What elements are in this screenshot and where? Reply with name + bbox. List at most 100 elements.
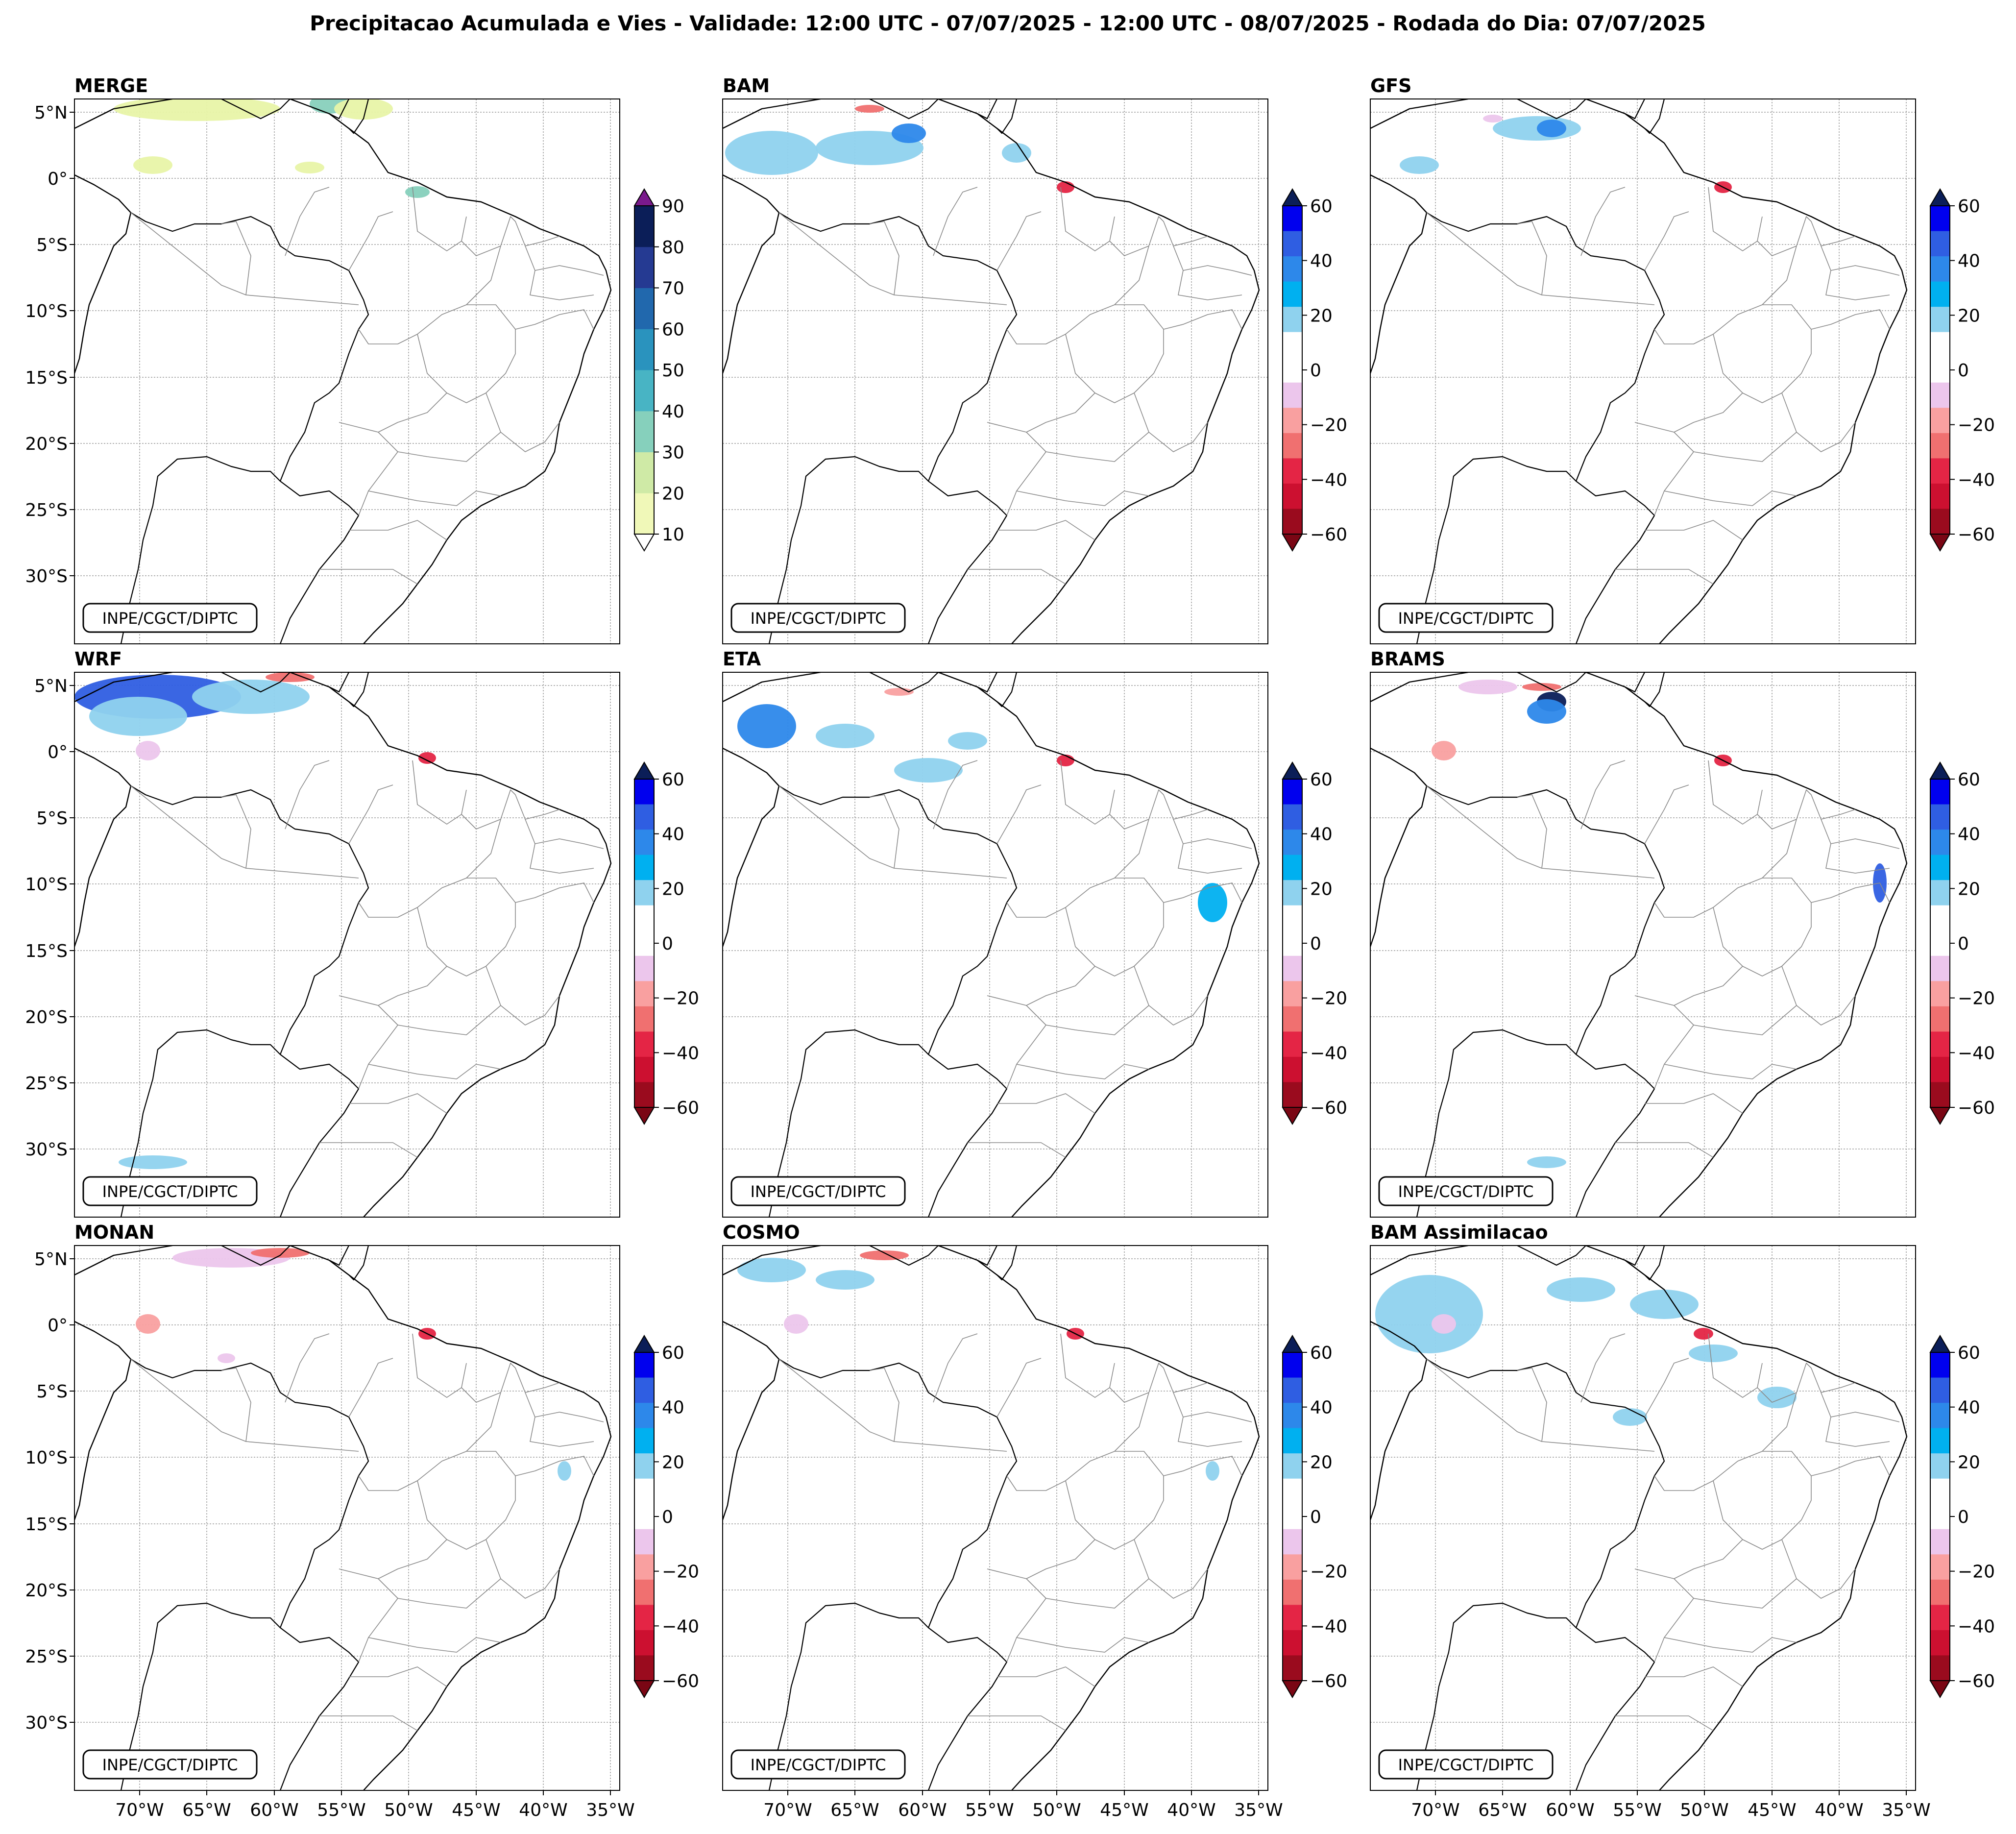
watermark-box xyxy=(82,603,258,633)
colorbar-tick-label: 40 xyxy=(1310,251,1333,271)
lat-tick-label: 20°S xyxy=(25,434,68,454)
colorbar-bias: 60 40 20 0 −20 −40 −60 xyxy=(633,1335,699,1698)
colorbar-segment xyxy=(1283,1031,1302,1057)
panel-title: BAM Assimilacao xyxy=(1370,1222,1548,1243)
map-panel-gfs: GFS INPE/CGCT/DIPTC 60 40 20 0 −20 −40 −60 xyxy=(1370,75,1995,644)
colorbar-segment xyxy=(1283,981,1302,1007)
colorbar-tick-label: 60 xyxy=(1310,196,1333,217)
colorbar-tick-label: 60 xyxy=(1958,196,1980,217)
field-patch xyxy=(1757,1387,1797,1408)
colorbar-segment xyxy=(1283,256,1302,282)
map-area xyxy=(723,1246,1268,1790)
field-patch xyxy=(136,741,160,760)
watermark-box xyxy=(730,1176,906,1206)
lon-tick-label: 45°W xyxy=(1748,1800,1796,1820)
map-frame xyxy=(1370,672,1916,1218)
colorbar-segment xyxy=(634,206,654,247)
watermark-text: INPE/CGCT/DIPTC xyxy=(751,609,886,628)
colorbar-segment xyxy=(1930,332,1950,358)
colorbar-segment xyxy=(1283,206,1302,232)
lat-tick-label: 0° xyxy=(48,742,68,762)
colorbar-segment xyxy=(1283,930,1302,956)
map-frame xyxy=(722,672,1268,1218)
colorbar-segment xyxy=(634,855,654,880)
colorbar-segment xyxy=(1930,307,1950,333)
colorbar-segment xyxy=(634,1504,654,1530)
field-patch xyxy=(1432,741,1456,760)
watermark-text: INPE/CGCT/DIPTC xyxy=(1398,1756,1534,1774)
colorbar-segment xyxy=(634,804,654,830)
field-patch xyxy=(418,752,436,764)
colorbar-segment xyxy=(1283,830,1302,856)
colorbar-tick-label: −40 xyxy=(1958,1616,1995,1637)
panel-title: BRAMS xyxy=(1370,648,1445,670)
lon-tick-label: 35°W xyxy=(586,1800,634,1820)
colorbar-bias: 60 40 20 0 −20 −40 −60 xyxy=(1282,188,1347,552)
colorbar-tick-label: −60 xyxy=(1958,1098,1995,1118)
colorbar-tick-label: −20 xyxy=(1958,989,1995,1009)
panel-grid: MERGE INPE/CGCT/DIPTC 5°N 0° 5°S 10°S 15°S 20°S… xyxy=(25,75,1995,1820)
field-patch xyxy=(892,123,926,143)
watermark-text: INPE/CGCT/DIPTC xyxy=(102,1756,238,1774)
colorbar-tick-label: 40 xyxy=(662,1398,684,1418)
colorbar-precip: 10 20 30 40 50 60 70 80 90 xyxy=(633,188,684,552)
field-patch xyxy=(1537,120,1566,137)
colorbar-segment xyxy=(1283,231,1302,257)
field-patch xyxy=(334,99,393,120)
colorbar-tick-label: 0 xyxy=(1958,361,1969,381)
map-area xyxy=(1370,1246,1916,1790)
colorbar-segment xyxy=(634,1630,654,1656)
field-patch xyxy=(884,688,914,696)
field-patch xyxy=(133,156,172,174)
colorbar-bias: 60 40 20 0 −20 −40 −60 xyxy=(1929,761,1995,1125)
colorbar-segment xyxy=(634,1428,654,1454)
colorbar-segment xyxy=(1283,804,1302,830)
field-patch xyxy=(816,1270,874,1290)
colorbar-tick-label: −20 xyxy=(1958,416,1995,436)
field-patch xyxy=(295,162,324,173)
colorbar-segment xyxy=(1283,1352,1302,1378)
colorbar-tick-label: −40 xyxy=(662,1616,699,1637)
colorbar-tick-label: 40 xyxy=(662,402,684,422)
panel-title: ETA xyxy=(723,648,761,670)
colorbar-segment xyxy=(1930,231,1950,257)
colorbar-tick-label: −40 xyxy=(1310,470,1347,490)
colorbar-tick-label: 60 xyxy=(662,770,684,790)
field-patch xyxy=(218,1353,235,1363)
colorbar-segment xyxy=(1283,905,1302,931)
map-area xyxy=(74,99,620,644)
colorbar-segment xyxy=(1283,1529,1302,1555)
lat-tick-label: 5°S xyxy=(36,808,68,829)
field-patch xyxy=(816,724,874,748)
colorbar-segment xyxy=(634,288,654,329)
colorbar-tick-label: 20 xyxy=(662,879,684,899)
lon-tick-label: 50°W xyxy=(384,1800,433,1820)
lat-tick-label: 5°N xyxy=(34,103,68,123)
colorbar-segment xyxy=(1930,281,1950,307)
colorbar-bias: 60 40 20 0 −20 −40 −60 xyxy=(1282,761,1347,1125)
watermark-text: INPE/CGCT/DIPTC xyxy=(1398,1182,1534,1201)
colorbar-segment xyxy=(1930,206,1950,232)
colorbar-segment xyxy=(634,493,654,535)
lon-tick-label: 65°W xyxy=(1478,1800,1527,1820)
panel-title: MERGE xyxy=(74,75,148,97)
colorbar-tick-label: 20 xyxy=(1958,879,1980,899)
lon-tick-label: 50°W xyxy=(1032,1800,1081,1820)
colorbar-segment xyxy=(1930,382,1950,408)
panel-title: BAM xyxy=(723,75,770,97)
colorbar-segment xyxy=(634,1579,654,1605)
field-patch xyxy=(1630,1290,1699,1319)
colorbar-segment xyxy=(1283,1453,1302,1479)
colorbar-segment xyxy=(634,1377,654,1403)
field-patch xyxy=(1432,1314,1456,1334)
colorbar-bias: 60 40 20 0 −20 −40 −60 xyxy=(1929,188,1995,552)
colorbar-tick-label: 20 xyxy=(662,1452,684,1472)
colorbar-tick-label: 0 xyxy=(1958,1507,1969,1527)
colorbar-tick-label: 60 xyxy=(1958,1343,1980,1363)
colorbar-segment xyxy=(634,1031,654,1057)
panel-title: WRF xyxy=(74,648,122,670)
colorbar-bias: 60 40 20 0 −20 −40 −60 xyxy=(633,761,699,1125)
colorbar-segment xyxy=(1930,1478,1950,1504)
watermark-text: INPE/CGCT/DIPTC xyxy=(1398,609,1534,628)
lat-tick-label: 15°S xyxy=(25,1515,68,1535)
